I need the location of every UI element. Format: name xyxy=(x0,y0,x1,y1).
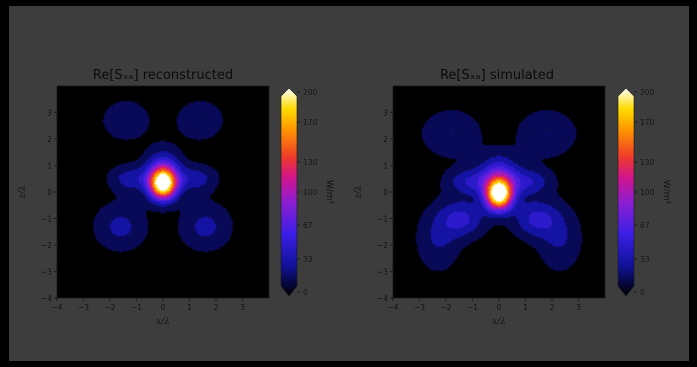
colorbar-ticks-reconstructed: 200 170 130 100 67 33 0 xyxy=(297,88,318,297)
heatmap-image-reconstructed xyxy=(57,86,269,298)
y-tick-label: −4 xyxy=(377,294,388,303)
y-tick-label: 2 xyxy=(47,135,52,144)
colorbar-tick-label: 170 xyxy=(303,118,318,127)
colorbar-tick-label: 0 xyxy=(640,288,645,297)
colorbar xyxy=(280,87,298,297)
title-text: simulated xyxy=(490,68,554,83)
colorbar-label: W/m² xyxy=(661,180,671,205)
y-tick-label: 3 xyxy=(383,109,388,118)
figure-frame: Re[Sₓₐ] reconstructed −4 −3 −2 −1 0 1 2 3 3 2 1 0−… xyxy=(9,6,689,361)
x-tick-label: −3 xyxy=(78,303,89,312)
colorbar-tick-label: 67 xyxy=(640,221,650,230)
heatmap-reconstructed: Re[Sₓₐ] reconstructed −4 −3 −2 −1 0 1 2 3 3210−… xyxy=(18,68,334,327)
y-tick-label: −2 xyxy=(377,241,388,250)
colorbar-tick-label: 200 xyxy=(640,88,655,97)
colorbar-tick-label: 33 xyxy=(640,255,650,264)
chart-title-reconstructed: Re[Sₓₐ] reconstructed xyxy=(93,68,233,83)
title-text: reconstructed xyxy=(143,68,233,83)
colorbar-tick-label: 100 xyxy=(303,188,318,197)
y-tick-label: −2 xyxy=(41,241,52,250)
title-math: Re[Sₓₐ] xyxy=(440,68,486,83)
x-tick-label: −4 xyxy=(387,303,398,312)
x-tick-label: 1 xyxy=(523,303,528,312)
x-tick-label: 0 xyxy=(161,303,166,312)
x-tick-label: −2 xyxy=(104,303,115,312)
colorbar-tick-label: 200 xyxy=(303,88,318,97)
colorbar xyxy=(617,87,635,297)
colorbar-tick-label: 170 xyxy=(640,118,655,127)
x-tick-label: −3 xyxy=(414,303,425,312)
x-tick-label: 2 xyxy=(550,303,555,312)
x-ticks-simulated: −4 −3 −2 −1 0 1 2 3 xyxy=(387,298,581,312)
colorbar-tick-label: 130 xyxy=(640,158,655,167)
colorbar-tick-label: 33 xyxy=(303,255,313,264)
x-tick-label: 3 xyxy=(240,303,245,312)
y-tick-label: 0 xyxy=(47,188,52,197)
heatmap-image-simulated xyxy=(393,86,605,298)
y-axis-label: z/λ xyxy=(18,185,28,199)
y-tick-label: 1 xyxy=(383,162,388,171)
x-axis-label: x/λ xyxy=(492,317,506,327)
x-tick-label: −1 xyxy=(467,303,478,312)
x-tick-label: −4 xyxy=(51,303,62,312)
x-tick-label: −1 xyxy=(131,303,142,312)
x-tick-label: 0 xyxy=(497,303,502,312)
y-axis-label: z/λ xyxy=(354,185,364,199)
colorbar-label: W/m² xyxy=(324,180,334,205)
y-tick-label: 2 xyxy=(383,135,388,144)
x-tick-label: 2 xyxy=(214,303,219,312)
heatmap-simulated: Re[Sₓₐ] simulated −4 −3 −2 −1 0 1 2 3 3210−1−2−… xyxy=(354,68,671,327)
colorbar-ticks-simulated: 200 170 130 100 67 33 0 xyxy=(634,88,655,297)
y-tick-label: −1 xyxy=(377,215,388,224)
colorbar-tick-label: 130 xyxy=(303,158,318,167)
x-ticks-reconstructed: −4 −3 −2 −1 0 1 2 3 xyxy=(51,298,245,312)
y-tick-label: −3 xyxy=(41,268,52,277)
y-tick-label: −1 xyxy=(41,215,52,224)
colorbar-tick-label: 67 xyxy=(303,221,313,230)
figure-canvas: Re[Sₓₐ] reconstructed −4 −3 −2 −1 0 1 2 3 3210−… xyxy=(18,68,671,327)
y-ticks-simulated: 3 2 1 0 −1 −2 −3 −4 xyxy=(377,109,393,303)
x-tick-label: −2 xyxy=(440,303,451,312)
x-tick-label: 1 xyxy=(187,303,192,312)
colorbar-tick-label: 0 xyxy=(303,288,308,297)
y-tick-label: 3 xyxy=(47,109,52,118)
x-tick-label: 3 xyxy=(576,303,581,312)
y-tick-label: 1 xyxy=(47,162,52,171)
y-tick-label: −4 xyxy=(41,294,52,303)
y-tick-label: 0 xyxy=(383,188,388,197)
title-math: Re[Sₓₐ] xyxy=(93,68,139,83)
chart-title-simulated: Re[Sₓₐ] simulated xyxy=(440,68,554,83)
y-tick-label: −3 xyxy=(377,268,388,277)
y-ticks-reconstructed: 3 2 1 0 −1 −2 −3 −4 xyxy=(41,109,57,303)
x-axis-label: x/λ xyxy=(156,317,170,327)
colorbar-tick-label: 100 xyxy=(640,188,655,197)
